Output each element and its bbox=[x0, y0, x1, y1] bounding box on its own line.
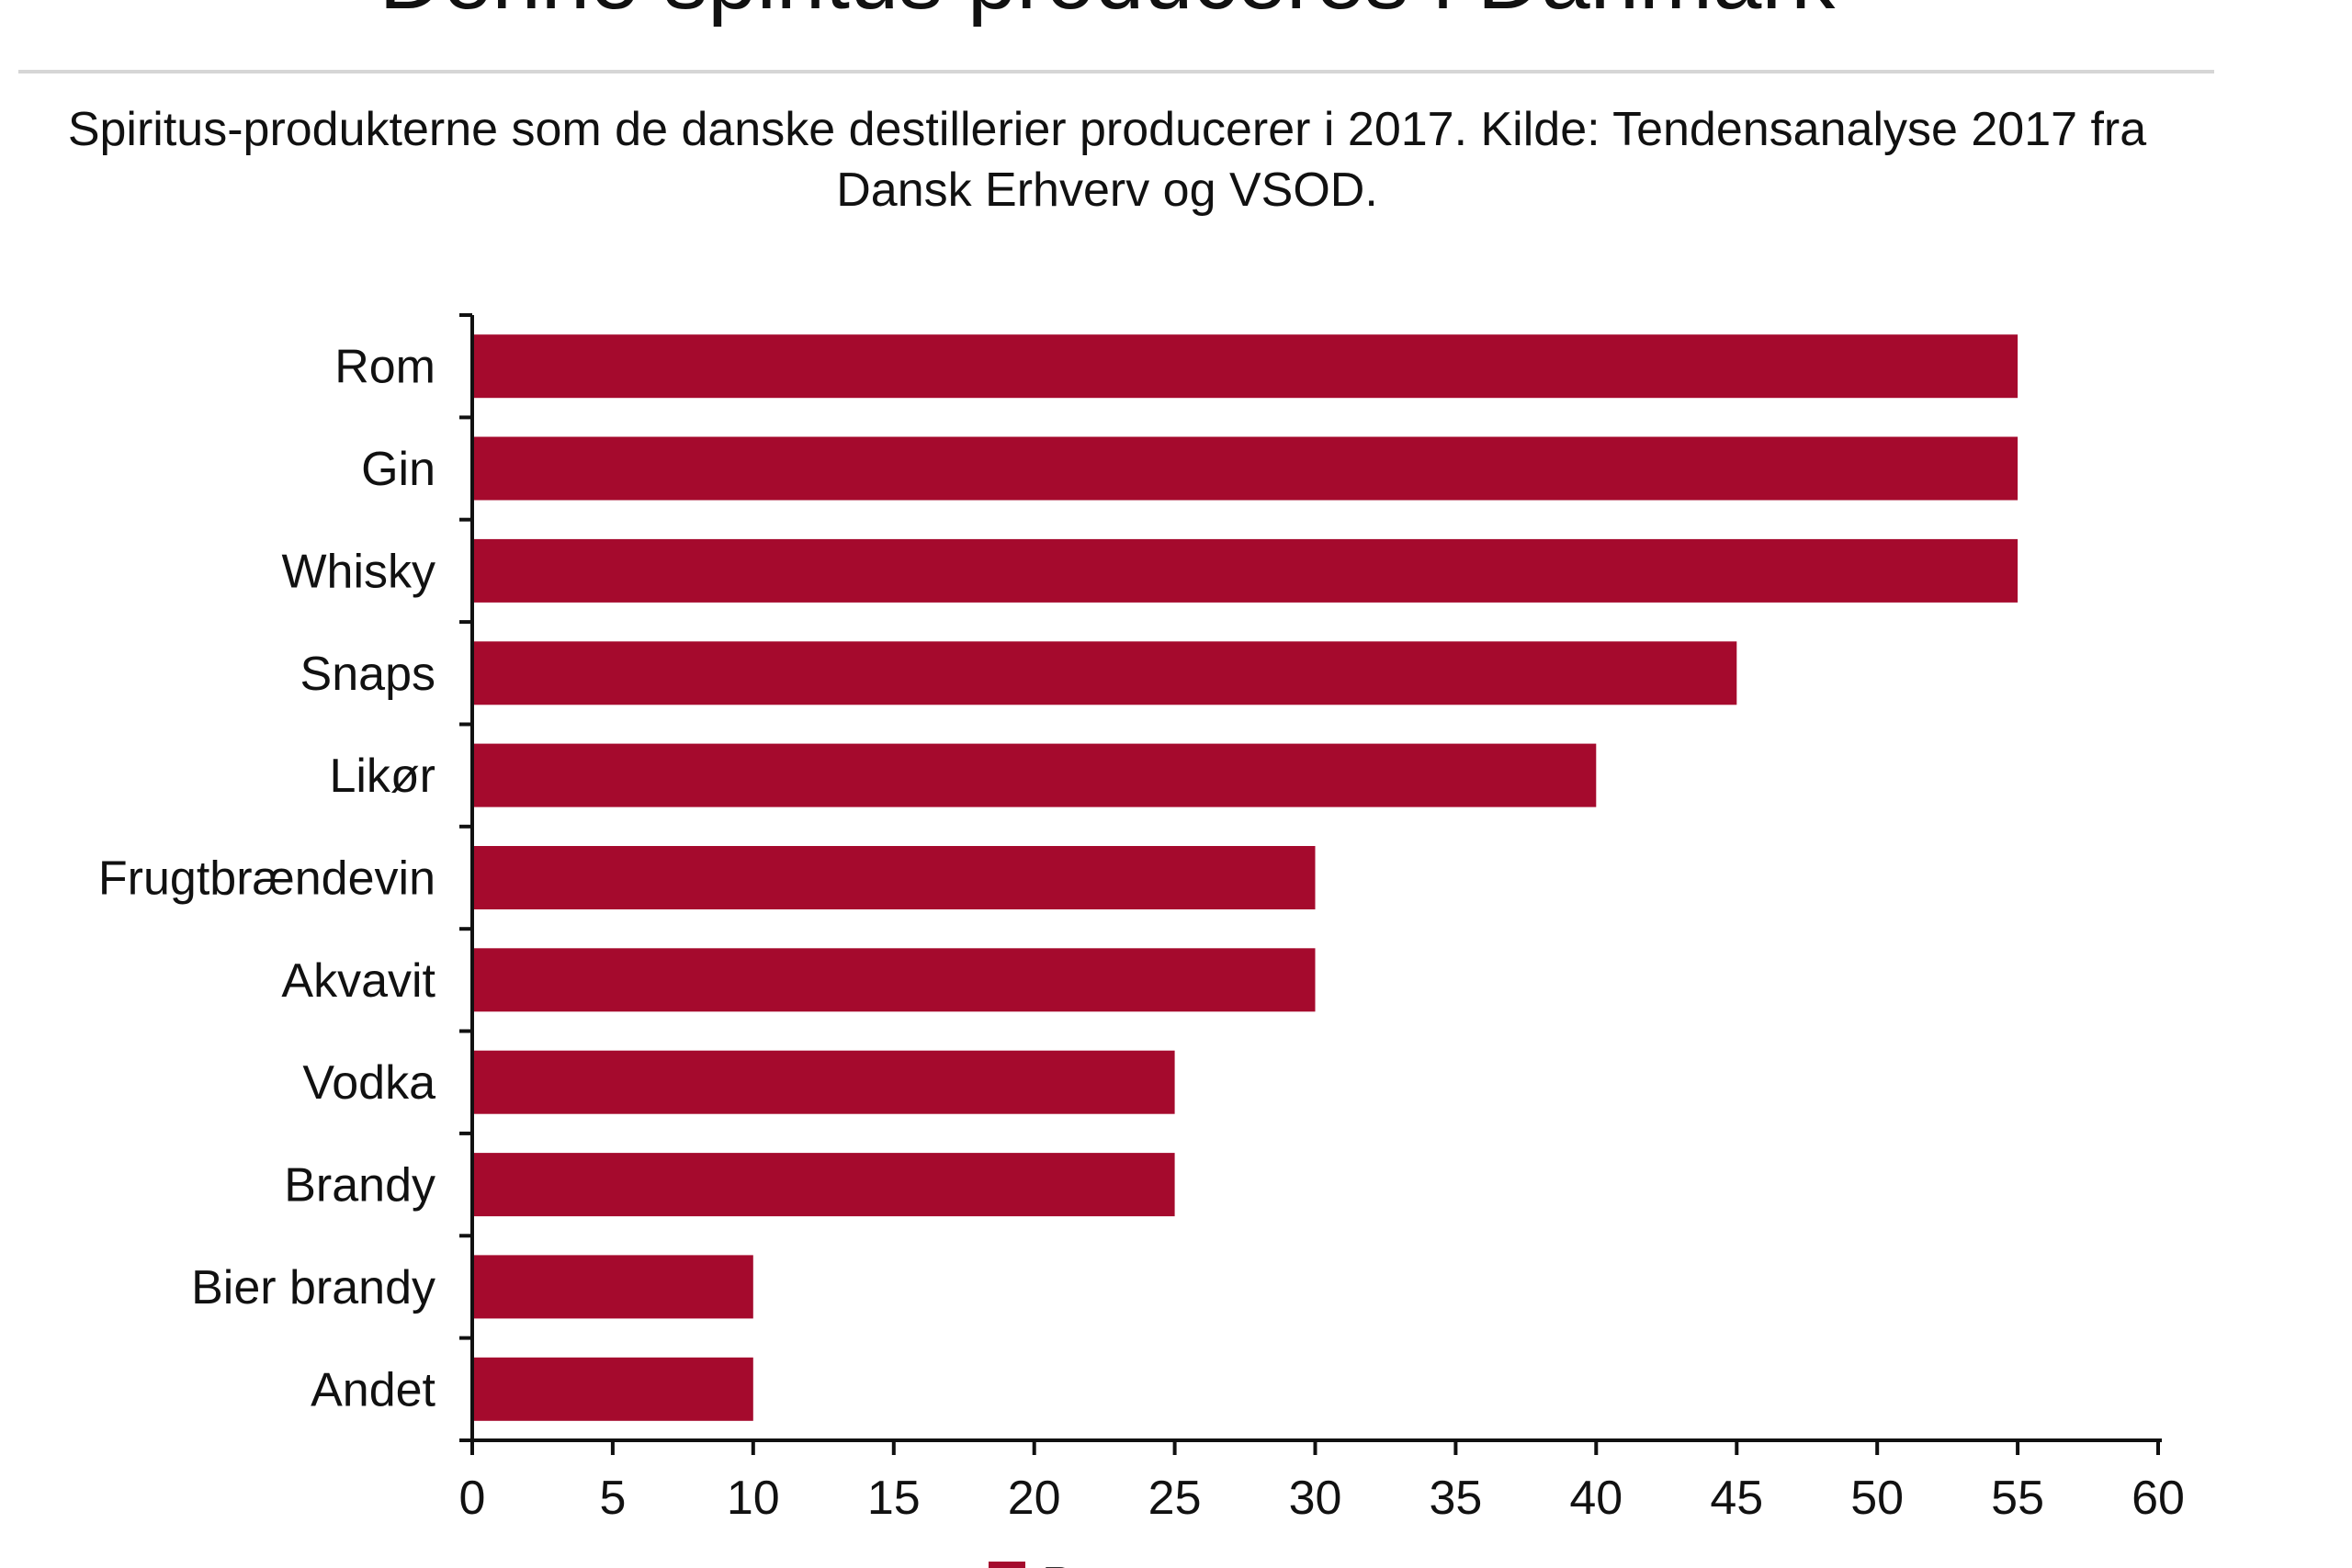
legend-label: Pct. bbox=[1042, 1558, 1125, 1568]
x-tick-label-0: 0 bbox=[459, 1472, 486, 1525]
category-label-0: Rom bbox=[334, 341, 435, 394]
legend: Pct. bbox=[989, 1558, 1125, 1568]
bar-2 bbox=[472, 538, 2018, 603]
category-label-2: Whisky bbox=[281, 545, 435, 598]
category-label-7: Vodka bbox=[302, 1056, 435, 1110]
x-tick-label-4: 20 bbox=[1008, 1472, 1061, 1525]
bar-7 bbox=[472, 1050, 1175, 1114]
bar-10 bbox=[472, 1357, 753, 1421]
category-label-10: Andet bbox=[311, 1363, 435, 1416]
bar-4 bbox=[472, 743, 1597, 807]
bar-6 bbox=[472, 948, 1316, 1012]
category-label-3: Snaps bbox=[300, 648, 435, 701]
bars-layer bbox=[472, 334, 2018, 1421]
x-tick-label-5: 25 bbox=[1148, 1472, 1202, 1525]
bar-8 bbox=[472, 1153, 1175, 1217]
category-label-6: Akvavit bbox=[281, 954, 435, 1008]
bar-0 bbox=[472, 334, 2018, 399]
x-tick-label-11: 55 bbox=[1991, 1472, 2044, 1525]
x-tick-label-1: 5 bbox=[599, 1472, 626, 1525]
labels-layer: 0 5 10 15 20 25 30 35 40 45 50 55 60 Rom Gin Whisky Snap… bbox=[98, 341, 2185, 1525]
legend-swatch bbox=[989, 1562, 1025, 1568]
bar-1 bbox=[472, 436, 2018, 501]
x-tick-label-12: 60 bbox=[2132, 1472, 2185, 1525]
x-tick-label-10: 50 bbox=[1850, 1472, 1904, 1525]
category-label-4: Likør bbox=[329, 750, 435, 803]
category-label-8: Brandy bbox=[284, 1159, 435, 1213]
category-label-5: Frugtbrændevin bbox=[98, 852, 435, 906]
bar-3 bbox=[472, 641, 1737, 705]
category-label-1: Gin bbox=[361, 443, 435, 496]
chart-title: Denne spiritus produceres i Danmark bbox=[0, 0, 2214, 29]
x-tick-label-6: 30 bbox=[1289, 1472, 1342, 1525]
x-tick-label-8: 40 bbox=[1569, 1472, 1623, 1525]
x-tick-label-7: 35 bbox=[1429, 1472, 1482, 1525]
bar-9 bbox=[472, 1255, 753, 1319]
bar-5 bbox=[472, 846, 1316, 909]
title-divider bbox=[18, 70, 2214, 73]
x-tick-label-3: 15 bbox=[867, 1472, 921, 1525]
category-label-9: Bier brandy bbox=[191, 1261, 435, 1314]
chart-subtitle: Spiritus-produkterne som de danske desti… bbox=[67, 103, 2147, 217]
x-tick-label-2: 10 bbox=[727, 1472, 780, 1525]
x-tick-label-9: 45 bbox=[1710, 1472, 1763, 1525]
axes-layer bbox=[459, 313, 2162, 1455]
